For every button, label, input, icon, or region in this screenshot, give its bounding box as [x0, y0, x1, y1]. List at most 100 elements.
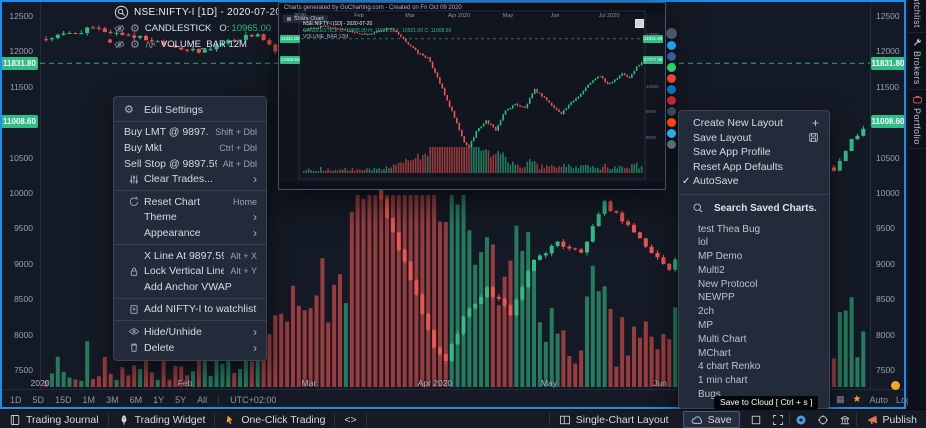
menu-item-add-anchor-vwap[interactable]: Add Anchor VWAP	[144, 280, 232, 293]
menu-item-add-nifty-i-to-watchlist[interactable]: Add NIFTY-I to watchlist	[114, 302, 266, 318]
layout-menu-item-save-app-profile[interactable]: Save App Profile	[693, 146, 771, 159]
menu-item-hide-unhide[interactable]: Hide/Unhide ›	[114, 324, 266, 340]
refresh-icon	[124, 196, 144, 207]
saved-chart-item[interactable]: 2ch	[698, 306, 715, 318]
share-button-1[interactable]	[667, 41, 676, 50]
timeframe-15d[interactable]: 15D	[55, 394, 72, 405]
bottom-button-single-chart-layout[interactable]: Single-Chart Layout	[550, 410, 678, 428]
symbol-title[interactable]: NSE:NIFTY-I [1D] - 2020-07-20	[134, 6, 282, 18]
price-tick-label: 8000	[14, 329, 33, 340]
layout-menu-item-reset-app-defaults[interactable]: Reset App Defaults	[693, 160, 783, 173]
search-saved-charts-input[interactable]	[712, 201, 826, 215]
preview-price-badge: 11008.60	[280, 56, 300, 65]
bottom-button--[interactable]: <>	[344, 413, 357, 426]
saved-charts-search[interactable]	[679, 200, 829, 219]
saved-chart-item[interactable]: test Thea Bug	[698, 223, 761, 235]
preview-tab: Share Chart	[283, 15, 328, 23]
timeframe-all[interactable]: All	[197, 394, 208, 405]
saved-chart-item[interactable]: Multi2	[698, 264, 725, 276]
menu-item-x-line-at-9897-59[interactable]: X Line At 9897.59 Alt + X	[144, 249, 257, 262]
cursor-icon	[224, 414, 236, 426]
preview-price-label: 12000	[646, 31, 659, 37]
auto-scale-toggle[interactable]: Auto	[869, 394, 888, 405]
favorite-star-icon[interactable]: ★	[852, 394, 862, 405]
price-tick-label: 11500	[876, 81, 900, 92]
menu-item-edit-settings[interactable]: ⚙ Edit Settings	[124, 103, 203, 117]
menu-item-theme[interactable]: Theme ›	[144, 210, 257, 225]
search-icon	[692, 202, 704, 214]
bottom-button-camera[interactable]	[790, 410, 812, 428]
sidebar-tab-portfolio[interactable]: Portfolio	[908, 90, 926, 150]
bottom-button-trading-journal[interactable]: Trading Journal	[0, 410, 108, 428]
grid-settings-icon[interactable]: ▦	[836, 394, 845, 404]
timeframe-1m[interactable]: 1M	[82, 394, 96, 405]
volume-settings-gear-icon[interactable]: ⚙	[130, 38, 140, 51]
bottom-button-trading-widget[interactable]: Trading Widget	[109, 410, 215, 428]
preview-tab-icon	[287, 17, 291, 21]
time-tick-label: Jun	[653, 378, 667, 388]
menu-item-sell-stop-9897-59[interactable]: Sell Stop @ 9897.59 Alt + Dbl	[124, 157, 257, 170]
preview-bottom-bar	[279, 182, 665, 189]
sidebar-tab-watchlist[interactable]: Watchlist	[908, 0, 926, 33]
timezone-label[interactable]: UTC+02:00	[230, 394, 277, 405]
bottom-button-expand[interactable]	[767, 410, 789, 428]
menu-item-buy-mkt[interactable]: Buy Mkt Ctrl + Dbl	[124, 141, 257, 154]
menu-item-delete[interactable]: Delete ›	[114, 340, 266, 356]
timeframe-1d[interactable]: 1D	[10, 394, 22, 405]
timeframe-5d[interactable]: 5D	[32, 394, 45, 405]
study-settings-gear-icon[interactable]: ⚙	[130, 22, 140, 35]
share-button-5[interactable]	[667, 85, 676, 94]
saved-chart-item[interactable]: MP Demo	[698, 251, 743, 263]
saved-chart-item[interactable]: MChart	[698, 347, 731, 359]
share-button-8[interactable]	[667, 118, 676, 127]
saved-chart-item[interactable]: NEWPP	[698, 292, 735, 304]
bottom-button-save[interactable]: Save	[682, 411, 740, 428]
preview-volume: VOLUME_BAR 12M	[303, 34, 349, 40]
bottom-button-square[interactable]	[745, 410, 767, 428]
share-button-3[interactable]	[667, 63, 676, 72]
share-button-0[interactable]	[666, 28, 677, 39]
sidebar-tab-brokers[interactable]: Brokers	[908, 33, 926, 90]
menu-item-reset-chart[interactable]: Reset Chart Home	[114, 194, 266, 210]
hide-study-icon[interactable]	[114, 23, 125, 34]
price-tick-label: 12000	[876, 46, 900, 57]
saved-chart-item[interactable]: Multi Chart	[698, 333, 747, 345]
bottom-button-one-click-trading[interactable]: One-Click Trading	[215, 410, 334, 428]
saved-chart-item[interactable]: 4 chart Renko	[698, 361, 761, 373]
symbol-search-icon[interactable]	[114, 5, 129, 20]
preview-symbol: NSE:NIFTY-I [1D] - 2020-07-20	[303, 21, 373, 27]
layout-menu-item-autosave[interactable]: ✓ AutoSave	[682, 175, 739, 188]
menu-item-appearance[interactable]: Appearance ›	[144, 225, 257, 240]
copy-image-icon[interactable]	[635, 19, 644, 28]
saved-chart-item[interactable]: New Protocol	[698, 278, 758, 290]
bottom-button-crosshair[interactable]	[812, 410, 834, 428]
sliders-icon	[124, 174, 144, 185]
hide-volume-icon[interactable]	[114, 39, 125, 50]
timeframe-3m[interactable]: 3M	[106, 394, 119, 405]
menu-item-buy-lmt-9897-59[interactable]: Buy LMT @ 9897.59Shift + Dbl	[124, 126, 257, 139]
share-button-2[interactable]	[667, 52, 676, 61]
saved-chart-item[interactable]: 1 min chart	[698, 375, 748, 387]
saved-chart-item[interactable]: MP	[698, 320, 713, 332]
menu-item-lock-vertical-line[interactable]: Lock Vertical Line Alt + Y	[114, 263, 266, 279]
bottom-button-bank[interactable]	[834, 410, 856, 428]
timeframe-1y[interactable]: 1Y	[153, 394, 165, 405]
share-button-6[interactable]	[667, 96, 676, 105]
timeframe-5y[interactable]: 5Y	[175, 394, 187, 405]
preview-price-label: 10000	[646, 83, 659, 89]
share-button-10[interactable]	[667, 140, 676, 149]
layout-menu-item-create-new-layout[interactable]: Create New Layout +	[693, 116, 819, 131]
notification-dot[interactable]	[891, 381, 900, 390]
saved-chart-item[interactable]: Bugs	[698, 389, 721, 401]
share-button-4[interactable]	[667, 74, 676, 83]
menu-item-clear-trades[interactable]: Clear Trades... ›	[114, 171, 266, 187]
share-button-7[interactable]	[667, 107, 676, 116]
bottom-button-publish[interactable]: Publish	[857, 410, 926, 428]
saved-chart-item[interactable]: lol	[698, 237, 709, 249]
layout-menu-item-save-layout[interactable]: Save Layout	[679, 131, 829, 146]
share-button-9[interactable]	[667, 129, 676, 138]
timeframe-6m[interactable]: 6M	[129, 394, 143, 405]
chart-context-menu: ⚙Edit Settings Buy LMT @ 9897.59Shift + D…	[113, 96, 267, 362]
log-scale-toggle[interactable]: Log	[896, 394, 908, 405]
price-tick-label: 10500	[9, 152, 33, 163]
